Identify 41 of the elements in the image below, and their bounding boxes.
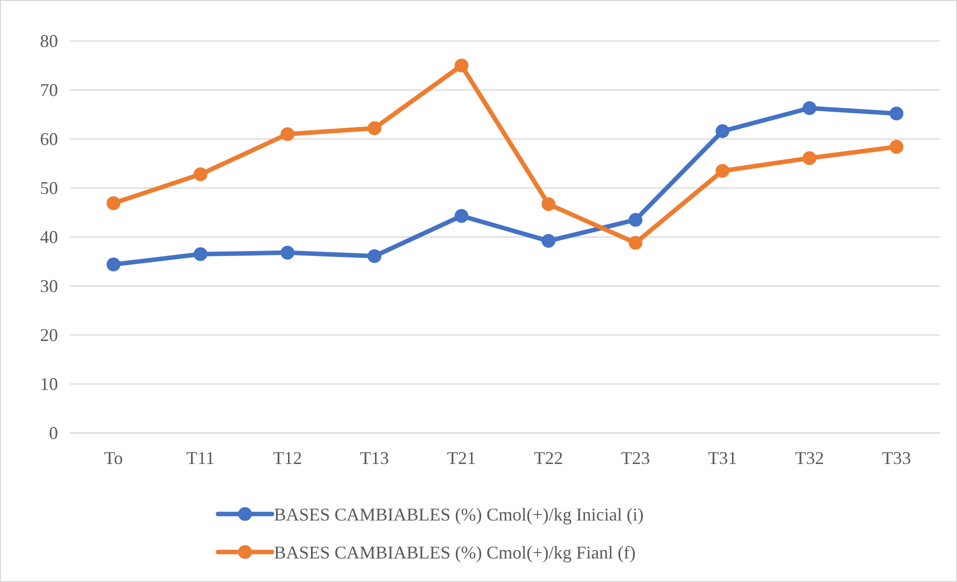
point xyxy=(194,247,208,262)
y-tick-label: 60 xyxy=(40,128,58,149)
legend-label: BASES CAMBIABLES (%) Cmol(+)/kg Inicial (i) xyxy=(274,504,644,524)
point xyxy=(542,197,556,212)
point xyxy=(628,236,642,250)
point xyxy=(280,127,294,141)
point xyxy=(454,209,468,223)
y-tick-label: 40 xyxy=(40,226,58,247)
y-tick-label: 0 xyxy=(49,422,58,443)
point xyxy=(368,121,382,136)
x-tick-label: T32 xyxy=(795,448,824,468)
point xyxy=(454,58,468,72)
y-tick-label: 70 xyxy=(40,80,58,100)
y-tick-label: 30 xyxy=(40,276,58,296)
y-tick-label: 80 xyxy=(40,30,58,51)
point xyxy=(280,246,294,260)
point xyxy=(802,151,816,166)
x-tick-label: T23 xyxy=(621,448,650,468)
y-tick-label: 20 xyxy=(40,324,58,345)
x-tick-label: To xyxy=(104,448,123,468)
point xyxy=(542,234,556,248)
x-tick-label: T21 xyxy=(447,448,476,468)
y-tick-label: 10 xyxy=(40,374,58,394)
x-tick-label: T13 xyxy=(360,448,389,468)
point xyxy=(628,212,642,227)
point xyxy=(368,249,382,264)
x-tick-label: T22 xyxy=(534,448,563,468)
point xyxy=(890,140,904,154)
x-tick-label: T11 xyxy=(186,448,215,468)
point xyxy=(106,196,120,210)
point xyxy=(106,258,120,272)
x-tick-label: T31 xyxy=(708,448,737,468)
point xyxy=(716,124,730,138)
point xyxy=(716,164,730,178)
y-tick-label: 50 xyxy=(40,178,58,198)
point xyxy=(194,167,208,182)
point xyxy=(890,106,904,120)
x-tick-label: T12 xyxy=(273,448,302,468)
legend-label: BASES CAMBIABLES (%) Cmol(+)/kg Fianl (f) xyxy=(274,542,636,562)
point xyxy=(802,101,816,116)
x-tick-label: T33 xyxy=(882,448,911,468)
